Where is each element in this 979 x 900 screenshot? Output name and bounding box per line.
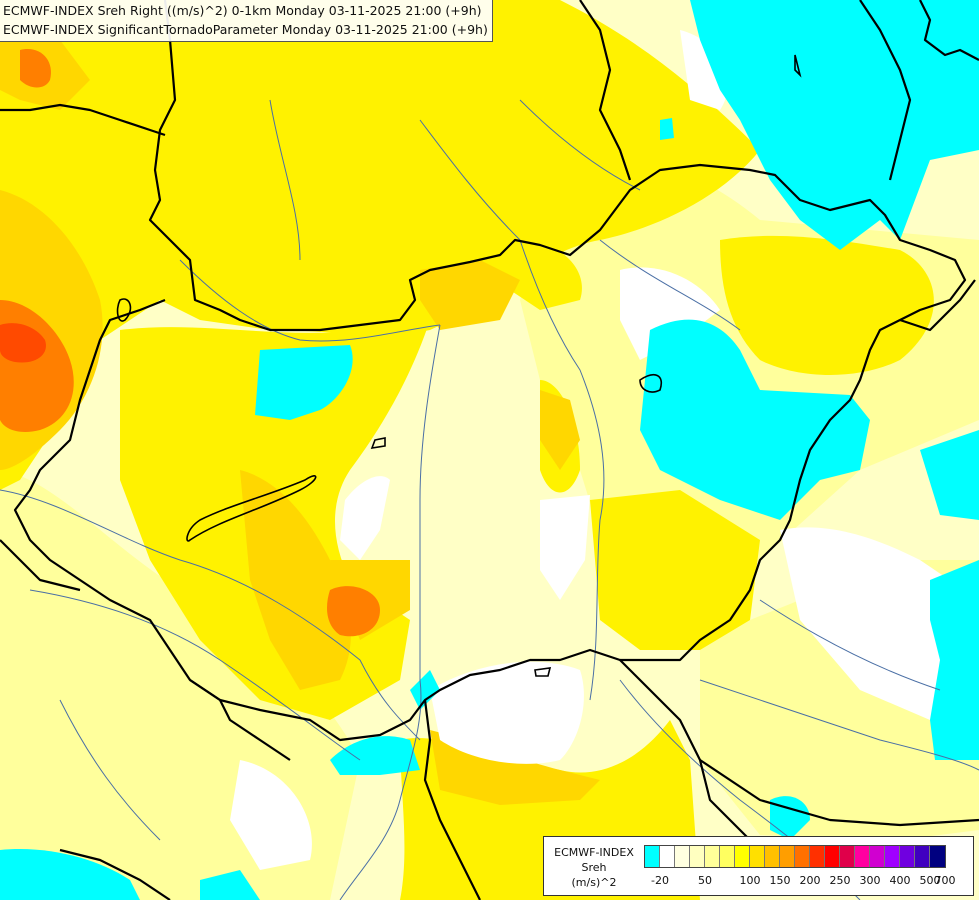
- legend-swatch: [660, 846, 675, 867]
- legend-swatch: [930, 846, 945, 867]
- legend-tick-label: 200: [799, 874, 821, 887]
- legend-swatch: [735, 846, 750, 867]
- legend-swatch: [675, 846, 690, 867]
- title-line-stp: ECMWF-INDEX SignificantTornadoParameter …: [3, 22, 488, 37]
- legend-tick-label: 300: [859, 874, 881, 887]
- field-red-orange: [0, 323, 46, 363]
- legend-tick-label: 500: [919, 874, 941, 887]
- legend-swatch: [765, 846, 780, 867]
- lake-small-west: [370, 437, 386, 449]
- legend-swatch: [705, 846, 720, 867]
- legend-tick-label: 100: [739, 874, 761, 887]
- lake-small-ne: [794, 54, 802, 78]
- lakes: [116, 54, 802, 677]
- legend-swatch: [900, 846, 915, 867]
- legend-swatch: [885, 846, 900, 867]
- lake-balaton: [186, 475, 317, 542]
- legend-swatch: [750, 846, 765, 867]
- legend-swatch: [810, 846, 825, 867]
- legend-swatch: [690, 846, 705, 867]
- rivers: [0, 99, 979, 900]
- legend-tick-label: 50: [698, 874, 712, 887]
- legend-swatch: [840, 846, 855, 867]
- legend-swatch: [645, 846, 660, 867]
- legend-swatch: [720, 846, 735, 867]
- legend-tick-label: 150: [769, 874, 791, 887]
- legend-swatch: [795, 846, 810, 867]
- color-legend: ECMWF-INDEX Sreh (m/s)^2 -20 50 100 150 200 2…: [543, 836, 974, 896]
- legend-tick-label: 250: [829, 874, 851, 887]
- legend-title: ECMWF-INDEX Sreh (m/s)^2: [548, 845, 640, 890]
- legend-swatch: [870, 846, 885, 867]
- legend-swatch-strip: [644, 845, 946, 868]
- legend-title-line3: (m/s)^2: [571, 876, 617, 889]
- legend-swatch: [780, 846, 795, 867]
- lake-small-south: [534, 667, 552, 677]
- lake-small-east: [639, 374, 662, 393]
- legend-title-line1: ECMWF-INDEX: [554, 846, 634, 859]
- legend-tick-label: 400: [889, 874, 911, 887]
- map-title-box: ECMWF-INDEX Sreh Right ((m/s)^2) 0-1km M…: [0, 0, 493, 42]
- legend-swatch: [855, 846, 870, 867]
- legend-tick-labels: -20 50 100 150 200 250 300 400 500 700: [644, 874, 974, 890]
- legend-title-line2: Sreh: [581, 861, 607, 874]
- legend-tick-label: -20: [651, 874, 669, 887]
- lake-neusiedl: [116, 298, 132, 322]
- legend-swatch: [825, 846, 840, 867]
- legend-tick-label: 700: [934, 874, 956, 887]
- legend-swatch: [915, 846, 930, 867]
- field-white: [230, 30, 979, 870]
- title-line-sreh: ECMWF-INDEX Sreh Right ((m/s)^2) 0-1km M…: [3, 3, 482, 18]
